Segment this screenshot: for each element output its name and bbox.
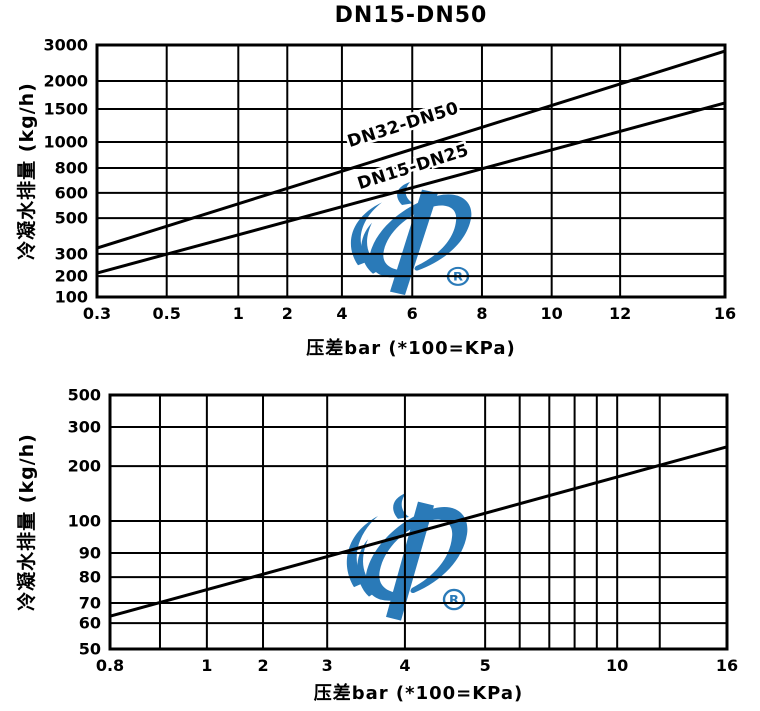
y-tick-label: 2000: [43, 72, 88, 91]
x-tick-label: 0.5: [153, 304, 181, 323]
x-tick-label: 16: [714, 304, 736, 323]
series-label: DN32-DN50: [345, 98, 461, 152]
brand-logo-stem: [390, 189, 438, 296]
y-tick-label: 90: [79, 543, 101, 562]
x-tick-labels: 0.8 1 2 3 4 5 10 16: [96, 656, 738, 675]
y-tick-label: 500: [68, 386, 101, 405]
y-tick-label: 100: [68, 511, 101, 530]
y-tick-label: 80: [79, 568, 101, 587]
y-tick-label: 600: [55, 183, 88, 202]
y-tick-label: 1000: [43, 133, 88, 152]
y-tick-label: 100: [55, 288, 88, 307]
x-tick-label: 0.3: [83, 304, 111, 323]
x-tick-label: 4: [336, 304, 347, 323]
plot-border: [108, 393, 729, 651]
x-tick-label: 4: [399, 656, 410, 675]
top-chart-plot: RDN32-DN50DN15-DN250.30.5124681012163000…: [43, 36, 736, 324]
registered-trademark-icon: [442, 588, 466, 611]
x-tick-label: 6: [407, 304, 418, 323]
x-tick-label: 10: [541, 304, 563, 323]
x-tick-label: 10: [606, 656, 628, 675]
series-line-DN32-DN50: [96, 49, 726, 250]
y-tick-label: 500: [55, 209, 88, 228]
brand-logo-swoosh1: [350, 202, 382, 266]
y-tick-label: 300: [68, 418, 101, 437]
y-tick-label: 200: [68, 457, 101, 476]
registered-trademark-letter: R: [449, 593, 459, 608]
series-line-DN15-DN25: [96, 101, 726, 275]
x-tick-label: 1: [233, 304, 244, 323]
y-tick-label: 300: [55, 244, 88, 263]
x-tick-label: 1: [201, 656, 212, 675]
top-chart-x-axis-title: 压差bar (*100=KPa): [306, 338, 516, 359]
y-tick-label: 60: [79, 614, 101, 633]
y-tick-label: 1500: [43, 100, 88, 119]
plot-border: [95, 43, 727, 299]
y-tick-label: 800: [55, 158, 88, 177]
y-tick-label: 70: [79, 594, 101, 613]
x-tick-label: 3: [322, 656, 333, 675]
y-tick-label: 50: [79, 640, 101, 659]
x-tick-label: 16: [716, 656, 738, 675]
brand-logo-watermark: R: [350, 182, 472, 296]
brand-logo-watermark: R: [346, 493, 468, 621]
x-tick-label: 0.8: [96, 656, 124, 675]
y-tick-label: 200: [55, 267, 88, 286]
bottom-chart-x-axis-title: 压差bar (*100=KPa): [313, 683, 524, 704]
brand-logo-swoosh2: [361, 222, 383, 274]
x-tick-labels: 0.3 0.5 1 2 4 6 8 10 12 16: [83, 304, 736, 323]
x-tick-label: 12: [609, 304, 631, 323]
y-tick-label: 3000: [43, 36, 88, 55]
x-tick-label: 5: [480, 656, 491, 675]
brand-logo-swoosh1: [346, 516, 378, 588]
x-tick-label: 2: [257, 656, 268, 675]
x-tick-label: 2: [282, 304, 293, 323]
series-line-main: [109, 445, 728, 618]
grid: [109, 394, 728, 650]
brand-logo-leaf: [393, 493, 409, 519]
top-chart-title: DN15-DN50: [334, 3, 488, 28]
x-tick-label: 8: [476, 304, 487, 323]
y-tick-labels: 3000 2000 1500 1000 800 600 500 300 200 100: [43, 36, 88, 307]
